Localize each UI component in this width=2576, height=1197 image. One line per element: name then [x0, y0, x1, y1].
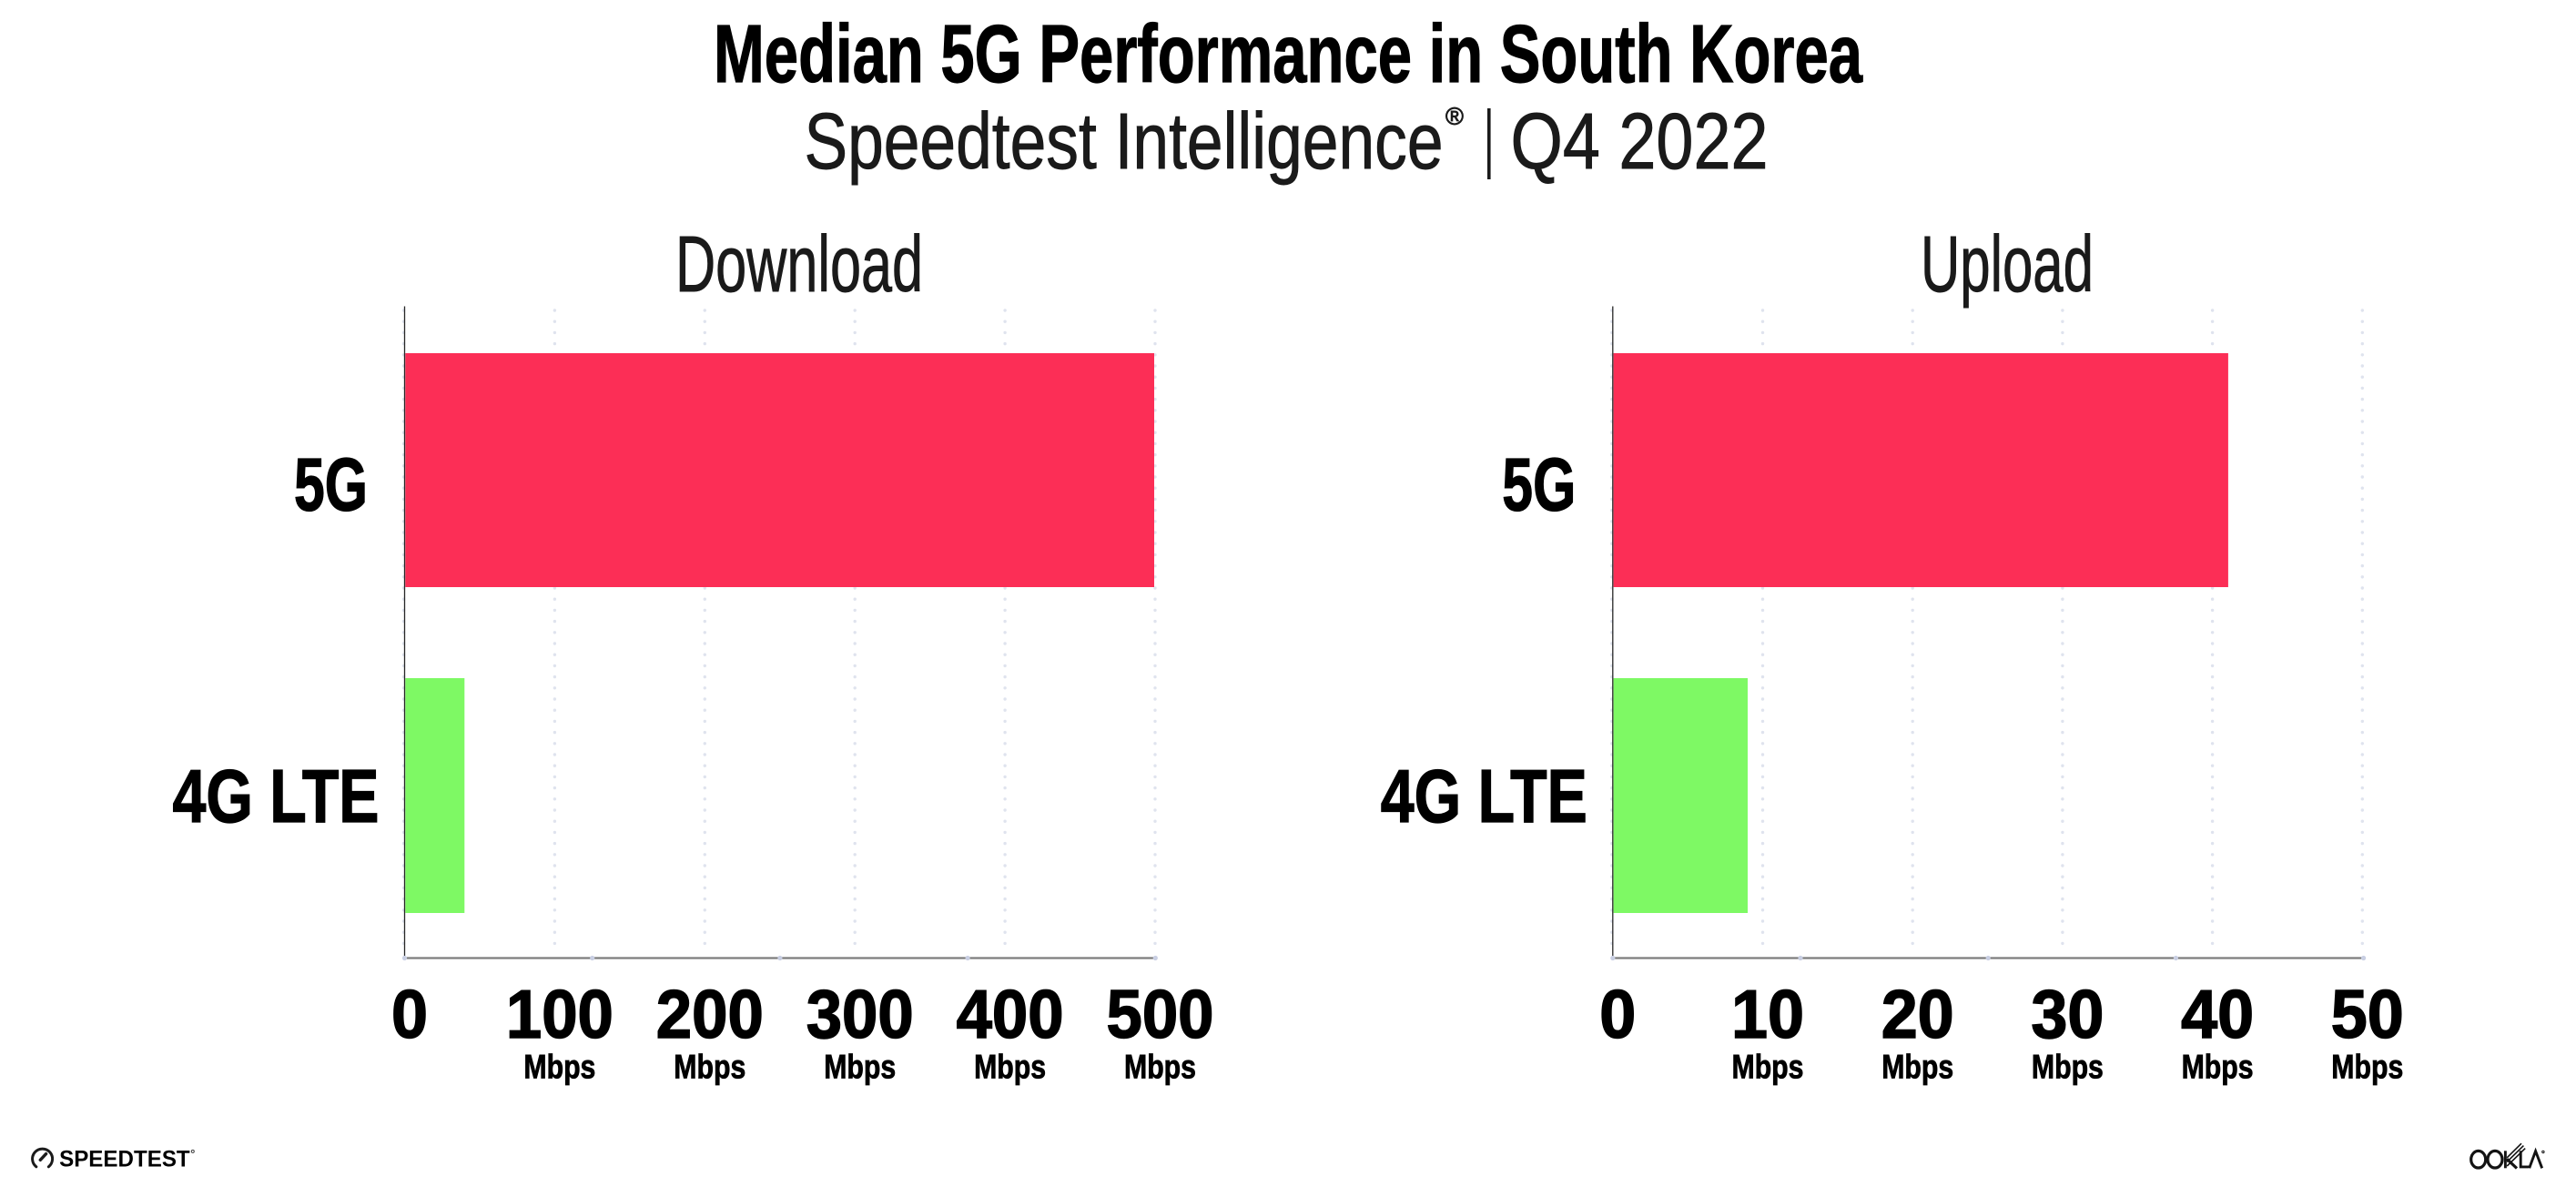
svg-text:40: 40: [2181, 976, 2254, 1052]
svg-text:Mbps: Mbps: [824, 1049, 896, 1086]
svg-text:200: 200: [656, 976, 764, 1052]
svg-text:Mbps: Mbps: [2032, 1049, 2104, 1086]
svg-text:300: 300: [806, 976, 914, 1052]
svg-text:500: 500: [1107, 976, 1214, 1052]
svg-text:100: 100: [506, 976, 614, 1052]
svg-text:400: 400: [957, 976, 1064, 1052]
svg-text:4G LTE: 4G LTE: [173, 754, 380, 838]
svg-text:Mbps: Mbps: [1732, 1049, 1804, 1086]
svg-text:5G: 5G: [1502, 442, 1576, 527]
svg-text:Median 5G Performance in South: Median 5G Performance in South Korea: [714, 9, 1863, 100]
svg-text:0: 0: [1599, 976, 1636, 1052]
svg-text:SPEEDTEST: SPEEDTEST: [59, 1146, 190, 1172]
svg-text:Upload: Upload: [1921, 220, 2094, 309]
svg-text:Mbps: Mbps: [523, 1049, 595, 1086]
svg-text:5G: 5G: [294, 442, 368, 527]
svg-text:®: ®: [1445, 103, 1464, 130]
svg-text:Q4 2022: Q4 2022: [1511, 97, 1769, 186]
svg-text:50: 50: [2331, 976, 2404, 1052]
svg-text:Mbps: Mbps: [1881, 1049, 1953, 1086]
svg-text:Mbps: Mbps: [1124, 1049, 1196, 1086]
svg-text:Mbps: Mbps: [674, 1049, 745, 1086]
svg-text:20: 20: [1881, 976, 1954, 1052]
svg-text:Mbps: Mbps: [2331, 1049, 2403, 1086]
svg-text:Mbps: Mbps: [2182, 1049, 2254, 1086]
svg-text:10: 10: [1731, 976, 1804, 1052]
svg-text:Download: Download: [675, 220, 923, 309]
svg-text:4G LTE: 4G LTE: [1381, 754, 1587, 838]
svg-text:30: 30: [2031, 976, 2104, 1052]
svg-text:0: 0: [391, 976, 428, 1052]
svg-text:Speedtest Intelligence: Speedtest Intelligence: [805, 97, 1444, 186]
svg-text:Mbps: Mbps: [974, 1049, 1046, 1086]
